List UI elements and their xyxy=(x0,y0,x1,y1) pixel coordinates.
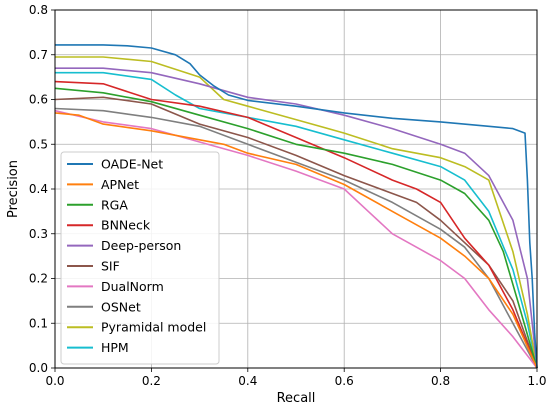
legend-label: Pyramidal model xyxy=(101,320,206,335)
legend-label: OADE-Net xyxy=(101,157,163,172)
series-line-apnet xyxy=(54,112,538,369)
y-tick-label: 0.1 xyxy=(29,316,48,330)
y-tick-label: 0.8 xyxy=(29,3,48,17)
x-tick-label: 0.6 xyxy=(335,374,354,388)
legend-label: OSNet xyxy=(101,299,141,314)
legend-label: SIF xyxy=(101,259,120,274)
legend-label: BNNeck xyxy=(101,218,151,233)
series-line-pyramidal-model xyxy=(55,56,538,369)
y-tick-label: 0.2 xyxy=(29,272,48,286)
legend: OADE-Net APNet RGA BNNeck Deep-person SIF Dual… xyxy=(60,151,220,365)
series-line-hpm xyxy=(55,71,538,369)
x-tick-label: 0.0 xyxy=(45,374,64,388)
series-line-oade-net xyxy=(55,44,538,369)
series-lines xyxy=(54,44,538,369)
legend-label: HPM xyxy=(101,340,129,355)
legend-label: RGA xyxy=(101,197,128,212)
series-line-rga xyxy=(54,87,538,369)
legend-label: DualNorm xyxy=(101,279,164,294)
series-line-deep-person xyxy=(55,67,538,369)
y-tick-label: 0.0 xyxy=(29,361,48,375)
x-axis-label: Recall xyxy=(277,391,316,406)
x-tick-label: 0.2 xyxy=(142,374,161,388)
x-tick-label: 1.0 xyxy=(527,374,546,388)
series-line-bnneck xyxy=(54,80,538,369)
y-tick-label: 0.4 xyxy=(29,182,48,196)
legend-box xyxy=(60,151,220,365)
legend-label: APNet xyxy=(101,177,139,192)
y-tick-label: 0.6 xyxy=(29,93,48,107)
y-tick-label: 0.5 xyxy=(29,137,48,151)
x-tick-label: 0.4 xyxy=(238,374,257,388)
y-tick-label: 0.3 xyxy=(29,227,48,241)
y-axis-label: Precision xyxy=(6,160,21,218)
legend-label: Deep-person xyxy=(101,238,181,253)
ticks: 0.0 0.2 0.4 0.6 0.8 1.0 0.0 0.1 0.2 0.3 0.4 0.5 0.6 0… xyxy=(29,3,547,388)
x-tick-label: 0.8 xyxy=(431,374,450,388)
y-tick-label: 0.7 xyxy=(29,48,48,62)
